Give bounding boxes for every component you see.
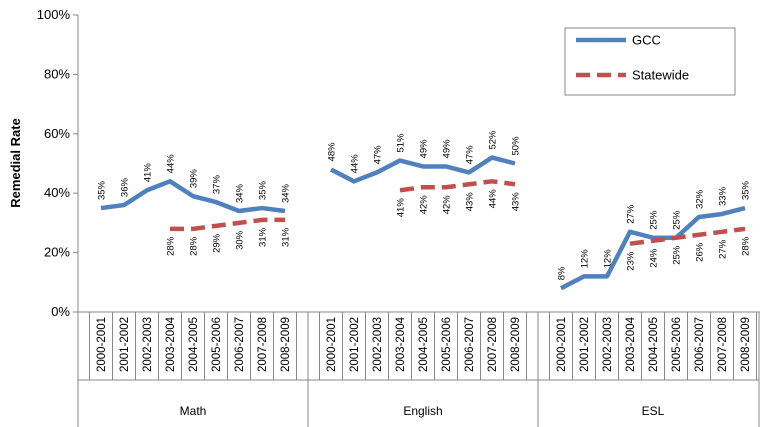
group-label: ESL bbox=[642, 404, 665, 418]
x-tick-label: 2000-2001 bbox=[96, 317, 108, 372]
data-label: 34% bbox=[235, 183, 246, 203]
data-label: 44% bbox=[166, 154, 177, 174]
data-label: 8% bbox=[557, 266, 568, 280]
y-tick-label: 0% bbox=[51, 304, 70, 319]
data-label: 42% bbox=[419, 195, 430, 215]
x-tick-label: 2005-2006 bbox=[671, 317, 683, 372]
y-tick-label: 100% bbox=[37, 7, 71, 22]
data-label: 12% bbox=[603, 249, 614, 269]
x-tick-label: 2001-2002 bbox=[579, 317, 591, 372]
data-label: 49% bbox=[419, 139, 430, 159]
data-label: 12% bbox=[580, 249, 591, 269]
x-tick-label: 2008-2009 bbox=[280, 317, 292, 372]
legend-label: GCC bbox=[632, 33, 661, 48]
group-label: Math bbox=[180, 404, 207, 418]
series-line bbox=[559, 205, 746, 291]
data-label: 28% bbox=[189, 236, 200, 256]
x-tick-label: 2004-2005 bbox=[418, 317, 430, 372]
data-label: 28% bbox=[741, 236, 752, 256]
data-label: 25% bbox=[672, 210, 683, 230]
data-label: 29% bbox=[212, 233, 223, 253]
y-tick-label: 40% bbox=[44, 185, 70, 200]
series-line bbox=[629, 226, 746, 246]
y-axis-label: Remedial Rate bbox=[8, 118, 23, 208]
data-label: 47% bbox=[373, 145, 384, 165]
data-label: 26% bbox=[695, 242, 706, 262]
x-tick-label: 2003-2004 bbox=[625, 316, 637, 372]
x-tick-label: 2007-2008 bbox=[717, 317, 729, 372]
data-label: 25% bbox=[672, 245, 683, 265]
data-label: 43% bbox=[511, 192, 522, 212]
x-tick-label: 2003-2004 bbox=[395, 316, 407, 372]
data-label: 49% bbox=[442, 139, 453, 159]
data-label: 27% bbox=[718, 239, 729, 259]
data-label: 39% bbox=[189, 169, 200, 189]
x-tick-label: 2001-2002 bbox=[119, 317, 131, 372]
data-label: 42% bbox=[442, 195, 453, 215]
data-label: 37% bbox=[212, 175, 223, 195]
data-label: 43% bbox=[465, 192, 476, 212]
x-tick-label: 2002-2003 bbox=[142, 317, 154, 372]
series-line bbox=[329, 155, 516, 184]
data-label: 44% bbox=[350, 154, 361, 174]
x-tick-label: 2003-2004 bbox=[165, 316, 177, 372]
data-label: 25% bbox=[649, 210, 660, 230]
data-label: 31% bbox=[258, 227, 269, 247]
series-line bbox=[170, 217, 285, 232]
data-label: 41% bbox=[143, 163, 154, 183]
x-tick-label: 2002-2003 bbox=[602, 317, 614, 372]
y-tick-label: 20% bbox=[44, 245, 70, 260]
data-label: 32% bbox=[695, 189, 706, 209]
y-tick-label: 80% bbox=[44, 66, 70, 81]
data-label: 52% bbox=[488, 130, 499, 150]
series-line bbox=[100, 179, 286, 214]
x-tick-label: 2000-2001 bbox=[326, 317, 338, 372]
data-label: 44% bbox=[488, 189, 499, 209]
data-label: 41% bbox=[396, 198, 407, 218]
data-label: 27% bbox=[626, 204, 637, 224]
data-label: 34% bbox=[281, 183, 292, 203]
data-label: 36% bbox=[120, 178, 131, 198]
data-label: 30% bbox=[235, 230, 246, 250]
data-label: 24% bbox=[649, 248, 660, 268]
x-tick-label: 2008-2009 bbox=[510, 317, 522, 372]
series-line bbox=[399, 179, 516, 193]
legend-label: Statewide bbox=[632, 68, 689, 83]
x-tick-label: 2005-2006 bbox=[211, 317, 223, 372]
x-tick-label: 2007-2008 bbox=[257, 317, 269, 372]
x-tick-label: 2006-2007 bbox=[694, 317, 706, 372]
x-tick-label: 2002-2003 bbox=[372, 317, 384, 372]
x-tick-label: 2006-2007 bbox=[234, 317, 246, 372]
y-tick-label: 60% bbox=[44, 126, 70, 141]
data-label: 51% bbox=[396, 133, 407, 153]
data-label: 33% bbox=[718, 186, 729, 206]
x-tick-label: 2007-2008 bbox=[487, 317, 499, 372]
x-tick-label: 2005-2006 bbox=[441, 317, 453, 372]
data-label: 23% bbox=[626, 251, 637, 271]
x-tick-label: 2006-2007 bbox=[464, 317, 476, 372]
data-label: 47% bbox=[465, 145, 476, 165]
x-tick-label: 2008-2009 bbox=[740, 317, 752, 372]
x-tick-label: 2000-2001 bbox=[556, 317, 568, 372]
data-label: 28% bbox=[166, 236, 177, 256]
x-tick-label: 2004-2005 bbox=[648, 317, 660, 372]
group-label: English bbox=[403, 404, 442, 418]
x-tick-label: 2001-2002 bbox=[349, 317, 361, 372]
x-tick-label: 2004-2005 bbox=[188, 317, 200, 372]
data-label: 50% bbox=[511, 136, 522, 156]
data-label: 48% bbox=[327, 142, 338, 162]
data-label: 35% bbox=[258, 180, 269, 200]
data-label: 35% bbox=[741, 180, 752, 200]
data-label: 35% bbox=[97, 180, 108, 200]
data-label: 31% bbox=[281, 227, 292, 247]
